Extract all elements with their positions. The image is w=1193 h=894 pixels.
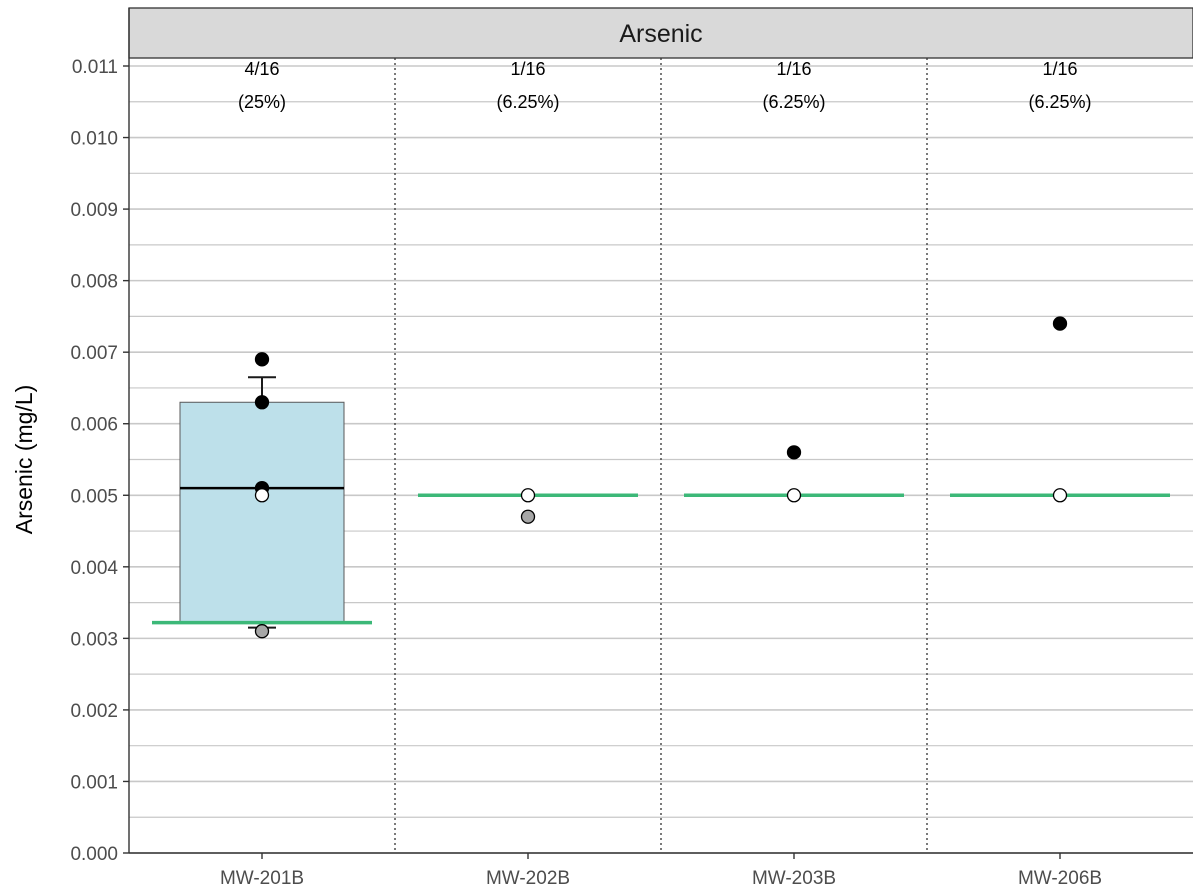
detection-count-label: 1/16 <box>776 59 811 79</box>
detected-point <box>254 395 270 410</box>
x-tick-label: MW-203B <box>752 868 836 889</box>
detected-point <box>786 445 802 460</box>
axes: 0.000 0.001 0.002 0.003 0.004 0.005 0.006 0.007… <box>70 8 1193 889</box>
detection-count-label: 1/16 <box>1042 59 1077 79</box>
detected-point <box>1052 316 1068 331</box>
y-tick-label: 0.003 <box>70 629 118 650</box>
detection-percent-label: (25%) <box>238 92 286 112</box>
y-tick-label: 0.005 <box>70 486 118 507</box>
facet-strip-label: Arsenic <box>619 20 702 48</box>
non-detect-point <box>1052 488 1068 503</box>
y-tick-label: 0.009 <box>70 200 118 221</box>
qualified-point <box>520 509 536 524</box>
y-tick-label: 0.001 <box>70 772 118 793</box>
y-tick-label: 0.000 <box>70 844 118 865</box>
y-tick-label: 0.008 <box>70 272 118 293</box>
y-tick-label: 0.007 <box>70 343 118 364</box>
well-separators <box>394 58 928 853</box>
x-tick-label: MW-202B <box>486 868 570 889</box>
x-tick-label: MW-201B <box>220 868 304 889</box>
y-tick-label: 0.010 <box>70 129 118 150</box>
non-detect-point <box>520 488 536 503</box>
y-axis-title: Arsenic (mg/L) <box>11 385 37 535</box>
detection-percent-label: (6.25%) <box>496 92 559 112</box>
y-tick-label: 0.006 <box>70 415 118 436</box>
non-detect-point <box>254 488 270 503</box>
plot-marks: 4/16 (25%) 1/16 (6.25%) 1/16 (6.25%) 1/16 (6.25… <box>152 59 1170 639</box>
y-tick-label: 0.002 <box>70 701 118 722</box>
y-tick-label: 0.004 <box>70 558 118 579</box>
facet-strip: Arsenic <box>128 7 1193 59</box>
detection-count-label: 4/16 <box>244 59 279 79</box>
y-tick-label: 0.011 <box>72 57 118 78</box>
detection-percent-label: (6.25%) <box>762 92 825 112</box>
detection-percent-label: (6.25%) <box>1028 92 1091 112</box>
qualified-point <box>254 624 270 639</box>
box-iqr <box>179 401 345 624</box>
detection-count-label: 1/16 <box>510 59 545 79</box>
non-detect-point <box>786 488 802 503</box>
x-tick-label: MW-206B <box>1018 868 1102 889</box>
detected-point <box>254 352 270 367</box>
